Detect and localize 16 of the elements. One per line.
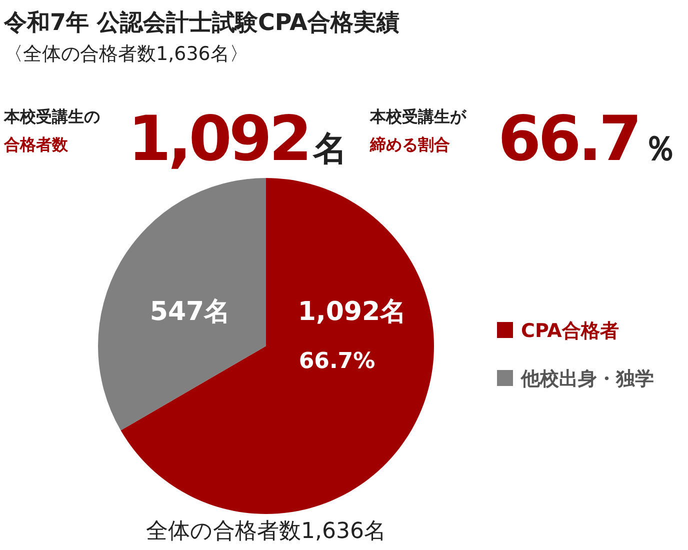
data-label: 547名 [150,297,230,327]
data-label: 1,092名 [298,297,406,327]
pie-slice [120,178,434,514]
pie-slice [98,178,266,430]
text: 全体の合格者数1,636名 [146,519,386,544]
text: 66.7% [298,349,376,374]
text: 本校受講生の [3,107,100,126]
legend-label: CPA合格者 [521,320,619,342]
text: 合格者数 [3,135,69,154]
chart-subtitle: 〈全体の合格者数1,636名〉 [4,43,248,65]
chart-title: 令和7年 公認会計士試験CPA合格実績 [3,9,400,36]
text: 締める割合 [369,135,450,154]
legend-label: 他校出身・独学 [520,368,654,390]
text: 66.7％ [498,102,677,175]
text: 1,092名 [128,102,348,175]
text: 本校受講生が [369,107,467,126]
